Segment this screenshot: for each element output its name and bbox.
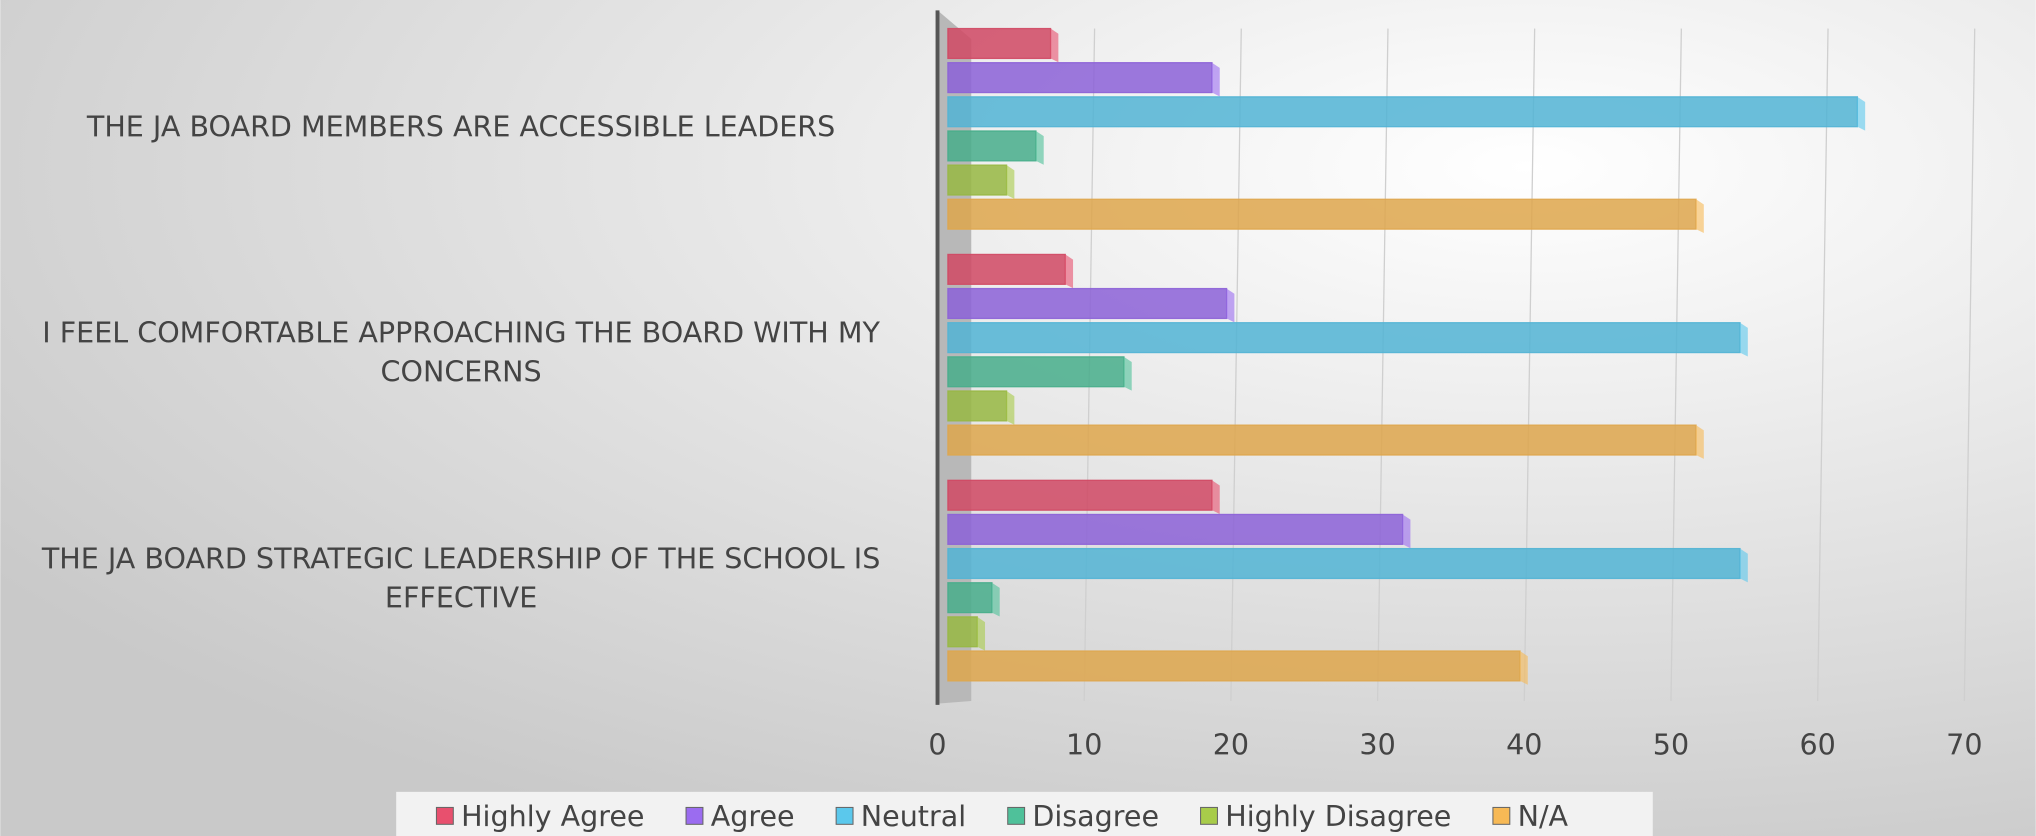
x-tick-label: 60 — [1799, 727, 1835, 761]
category-label-box: THE JA BOARD STRATEGIC LEADERSHIP OF THE… — [41, 544, 881, 616]
bar — [947, 547, 1741, 580]
bar — [947, 130, 1037, 162]
bar — [947, 513, 1404, 545]
bar-end — [1006, 390, 1015, 425]
x-tick-label: 10 — [1066, 727, 1102, 761]
bar — [947, 287, 1228, 320]
category-label-box: THE JA BOARD MEMBERS ARE ACCESSIBLE LEAD… — [86, 111, 836, 145]
bar — [947, 582, 993, 614]
legend-label: Neutral — [861, 799, 966, 833]
legend-swatch — [685, 806, 704, 825]
bar — [947, 198, 1697, 230]
grid-line — [1963, 28, 1976, 702]
bar — [947, 424, 1697, 456]
bar — [947, 27, 1052, 60]
bar — [947, 62, 1213, 94]
y-tick-label: THE JA BOARD MEMBERS ARE ACCESSIBLE LEAD… — [86, 111, 836, 145]
x-tick-label: 30 — [1359, 727, 1395, 761]
bar-end — [1035, 130, 1044, 165]
legend-swatch — [1007, 806, 1026, 825]
legend-swatch — [435, 806, 454, 825]
bar — [947, 390, 1008, 422]
legend-label: Disagree — [1032, 799, 1159, 833]
bar-end — [1211, 480, 1220, 515]
bar-end — [1696, 425, 1704, 459]
bar-end — [1226, 288, 1235, 323]
bar — [947, 96, 1859, 128]
grid-line — [1670, 28, 1682, 702]
bar-end — [1065, 254, 1074, 289]
grid-line — [1230, 28, 1242, 702]
legend-swatch — [1492, 806, 1511, 825]
bar — [947, 616, 978, 648]
bar-end — [1740, 548, 1748, 583]
legend-swatch — [1200, 806, 1218, 825]
legend-label: Agree — [711, 799, 795, 833]
bar — [947, 650, 1521, 682]
bar — [947, 164, 1008, 196]
grid-line — [1817, 28, 1829, 702]
legend-label: N/A — [1518, 799, 1569, 833]
bar-end — [1402, 514, 1411, 549]
legend-label: Highly Disagree — [1225, 799, 1451, 833]
bar-end — [1123, 356, 1132, 391]
bar — [947, 253, 1066, 285]
grid-line — [1376, 28, 1389, 702]
y-tick-label: I FEEL COMFORTABLE APPROACHING THE BOARD… — [42, 318, 880, 390]
x-tick-label: 50 — [1653, 727, 1689, 761]
y-tick-label: THE JA BOARD STRATEGIC LEADERSHIP OF THE… — [41, 544, 881, 616]
x-tick-label: 70 — [1946, 727, 1982, 761]
legend-label: Highly Agree — [461, 799, 644, 833]
bar-end — [1211, 62, 1220, 97]
x-tick-label: 0 — [928, 727, 946, 761]
legend-swatch — [835, 806, 854, 825]
x-tick-label: 20 — [1213, 727, 1249, 761]
bar-end — [977, 616, 986, 651]
grid-line — [1523, 28, 1536, 702]
category-label-box: I FEEL COMFORTABLE APPROACHING THE BOARD… — [42, 318, 880, 390]
bar — [947, 356, 1125, 388]
bar-end — [1696, 199, 1704, 234]
x-tick-label: 40 — [1506, 727, 1542, 761]
bar-end — [1519, 651, 1528, 685]
bar-end — [1857, 96, 1866, 131]
bar — [947, 322, 1741, 354]
bar-end — [991, 582, 1000, 617]
bar — [947, 479, 1213, 511]
bar-end — [1006, 165, 1015, 199]
bar-end — [1740, 322, 1748, 357]
bar-end — [1050, 28, 1059, 63]
